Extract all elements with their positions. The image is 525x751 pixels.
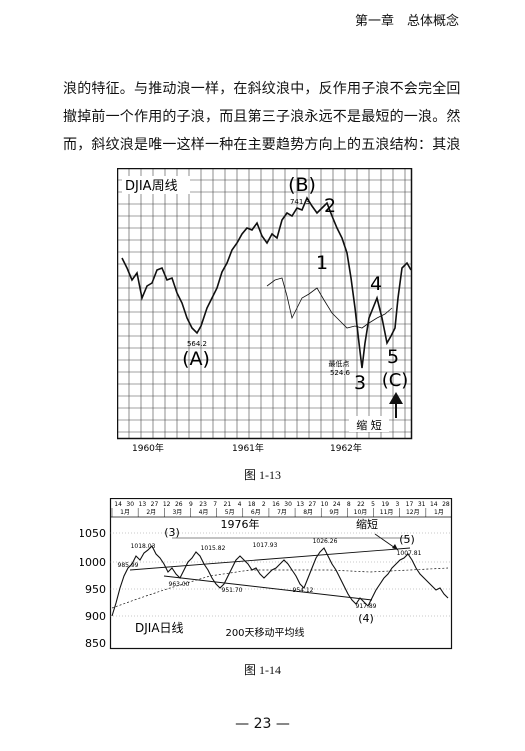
date-label: 10 — [321, 501, 329, 508]
date-label: 26 — [175, 501, 183, 508]
date-label: 12 — [163, 501, 171, 508]
date-label: 28 — [442, 501, 450, 508]
body-line: 浪的特征。与推动浪一样，在斜纹浪中，反作用子浪不会完全回 — [63, 81, 461, 97]
date-label: 13 — [296, 501, 304, 508]
annotation: 954.12 — [293, 587, 314, 594]
annotation: 缩 短 — [356, 418, 382, 432]
date-label: 13 — [139, 501, 147, 508]
y-tick-label: 950 — [85, 583, 106, 596]
date-label: 19 — [381, 501, 389, 508]
month-label: 7月 — [277, 509, 287, 516]
date-label: 14 — [114, 501, 122, 508]
month-label: 2月 — [146, 509, 156, 516]
annotation: (5) — [399, 533, 415, 546]
price-label: 564.2 — [187, 340, 207, 348]
price-label: 741.3 — [290, 198, 310, 206]
date-label: 24 — [333, 501, 341, 508]
month-label: 10月 — [354, 509, 368, 516]
wave-label: (A) — [182, 348, 210, 370]
date-label: 30 — [284, 501, 292, 508]
month-label: 1月 — [120, 509, 130, 516]
annotation: 963.00 — [169, 581, 190, 588]
month-label: 11月 — [380, 509, 394, 516]
date-label: 16 — [272, 501, 280, 508]
month-label: 8月 — [303, 509, 313, 516]
price-label: 524.6 — [330, 369, 351, 377]
date-label: 2 — [262, 501, 266, 508]
date-label: 3 — [395, 501, 399, 508]
figure-1-13: DJIA周线 (B) 741.3 2 1 4 564.2 (A) 最低点 524… — [117, 168, 413, 454]
date-label: 27 — [309, 501, 317, 508]
date-label: 14 — [430, 501, 438, 508]
month-label: 3月 — [172, 509, 182, 516]
month-label: 9月 — [329, 509, 339, 516]
date-label: 8 — [347, 501, 351, 508]
annotation: 1015.82 — [201, 545, 226, 552]
wave-label: 3 — [354, 372, 366, 394]
annotation: 1007.81 — [397, 550, 422, 557]
date-label: 21 — [224, 501, 232, 508]
date-label: 27 — [151, 501, 159, 508]
x-tick-label: 1960年 — [132, 442, 164, 454]
date-label: 31 — [418, 501, 426, 508]
date-label: 5 — [371, 501, 375, 508]
price-label: 最低点 — [329, 359, 350, 368]
annotation: 缩短 — [356, 517, 378, 531]
wave-label: 5 — [387, 346, 399, 368]
wave-label: 1 — [316, 252, 328, 274]
y-tick-label: 1000 — [80, 556, 106, 569]
y-tick-label: 900 — [85, 610, 106, 623]
date-label: 23 — [199, 501, 207, 508]
annotation: 1026.26 — [313, 538, 338, 545]
month-label: 6月 — [251, 509, 261, 516]
annotation: 985.99 — [118, 562, 139, 569]
running-header: 第一章 总体概念 — [355, 14, 460, 29]
date-label: 7 — [213, 501, 217, 508]
annotation: 1018.03 — [131, 543, 156, 550]
body-line: 而，斜纹浪是唯一这样一种在主要趋势方向上的五浪结构：其浪 — [63, 137, 461, 153]
page-number: — 23 — — [235, 716, 290, 732]
date-label: 4 — [238, 501, 242, 508]
annotation: (4) — [358, 612, 374, 625]
figure-title: DJIA周线 — [125, 179, 178, 194]
annotation: 917.89 — [356, 603, 377, 610]
wave-label: 4 — [370, 273, 382, 295]
body-line: 撤掉前一个作用的子浪，而且第三子浪永远不是最短的一浪。然 — [63, 109, 461, 125]
date-label: 18 — [248, 501, 256, 508]
x-tick-label: 1962年 — [330, 442, 362, 454]
x-tick-label: 1961年 — [232, 442, 264, 454]
date-label: 22 — [357, 501, 365, 508]
annotation: 1976年 — [221, 517, 260, 531]
annotation: DJIA日线 — [135, 621, 184, 635]
wave-label: (C) — [382, 370, 409, 391]
wave-label: 2 — [324, 195, 336, 217]
month-label: 1月 — [434, 509, 444, 516]
y-tick-label: 1050 — [80, 527, 106, 540]
wave-label: (B) — [288, 174, 316, 196]
date-label: 9 — [189, 501, 193, 508]
month-label: 4月 — [199, 509, 209, 516]
annotation: 951.70 — [222, 587, 243, 594]
date-label: 17 — [406, 501, 414, 508]
annotation: 1017.93 — [253, 542, 278, 549]
figure-1-14: 1050 1000 950 900 850 14 30 13 27 12 26 9 23 7 21… — [80, 498, 453, 650]
caption: 图 1-14 — [244, 663, 281, 677]
month-label: 12月 — [406, 509, 420, 516]
date-label: 30 — [126, 501, 134, 508]
annotation: (3) — [164, 526, 180, 539]
annotation: 200天移动平均线 — [225, 626, 304, 639]
month-label: 5月 — [225, 509, 235, 516]
caption: 图 1-13 — [244, 468, 281, 482]
y-tick-label: 850 — [85, 637, 106, 650]
